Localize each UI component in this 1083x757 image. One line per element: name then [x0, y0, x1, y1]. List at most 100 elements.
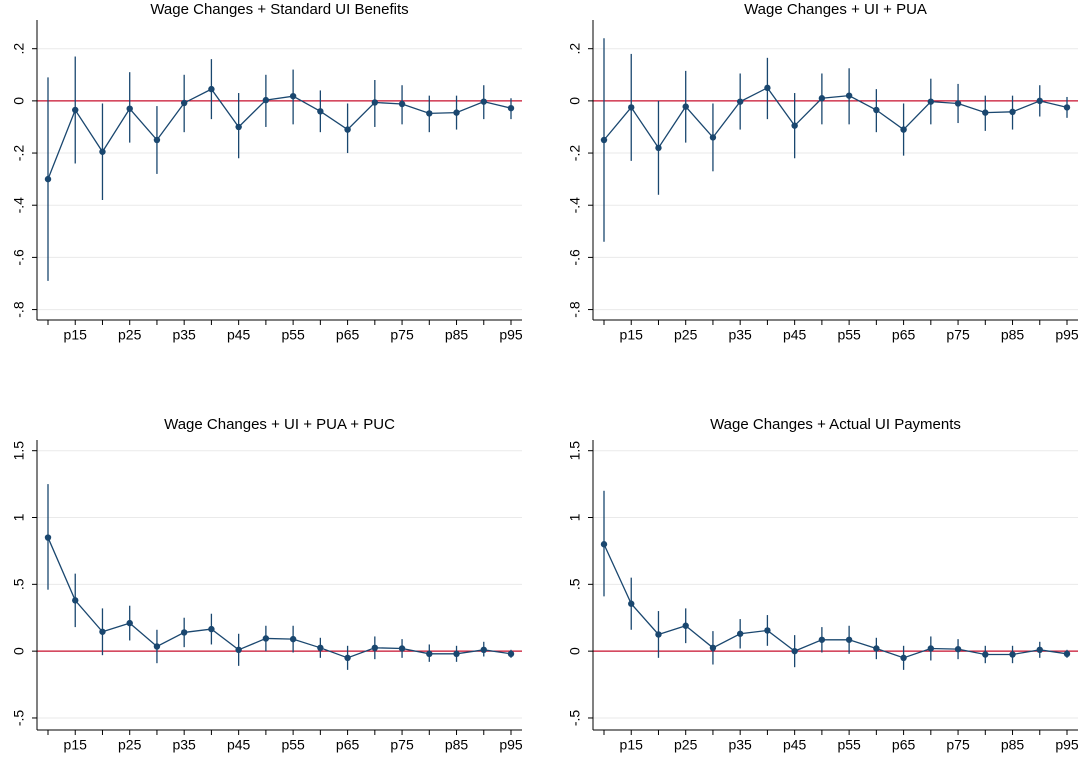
y-tick-label: 1.5 — [567, 441, 583, 461]
point — [289, 635, 297, 643]
point — [954, 645, 962, 653]
point — [1036, 97, 1043, 105]
x-tick-label: p95 — [499, 327, 523, 343]
y-tick-label: 1 — [11, 513, 27, 521]
x-tick-label: p45 — [227, 327, 251, 343]
point — [453, 650, 460, 658]
point — [982, 109, 989, 116]
y-tick-label: -.8 — [567, 301, 583, 318]
y-tick-label: -.5 — [11, 710, 27, 727]
point — [927, 645, 935, 652]
y-tick-label: .5 — [567, 578, 583, 590]
point — [736, 630, 744, 637]
point — [845, 92, 853, 99]
point — [1009, 108, 1016, 116]
point — [873, 645, 880, 652]
y-tick-label: 0 — [567, 97, 583, 105]
x-tick-label: p75 — [946, 737, 970, 753]
y-tick-label: -.6 — [11, 249, 27, 266]
point — [507, 104, 515, 112]
point — [72, 597, 79, 604]
point — [262, 96, 270, 104]
y-tick-label: .2 — [11, 43, 27, 55]
point — [1063, 104, 1071, 111]
point — [628, 600, 635, 607]
x-tick-label: p85 — [445, 327, 469, 343]
point — [180, 99, 188, 107]
point — [72, 106, 79, 114]
point — [99, 628, 106, 635]
x-tick-label: p45 — [783, 737, 807, 753]
point — [818, 95, 826, 102]
x-tick-label: p35 — [728, 327, 752, 343]
x-tick-label: p35 — [172, 327, 196, 343]
x-tick-label: p15 — [620, 327, 644, 343]
x-tick-label: p65 — [336, 327, 360, 343]
point — [736, 98, 744, 105]
panel: Wage Changes + Actual UI Payments -.5 0 .5 1… — [567, 416, 1079, 753]
point — [709, 644, 717, 652]
panel: Wage Changes + Standard UI Benefits -.8 -.… — [11, 1, 523, 343]
y-tick-label: -.4 — [567, 197, 583, 214]
series-line — [603, 86, 1068, 149]
x-tick-label: p35 — [728, 737, 752, 753]
point — [126, 619, 133, 627]
y-tick-label: 1.5 — [11, 441, 27, 461]
y-tick-label: 0 — [11, 647, 27, 655]
point — [398, 100, 406, 108]
point — [1036, 646, 1043, 654]
point — [982, 651, 989, 658]
point — [480, 98, 487, 105]
x-tick-label: p45 — [227, 737, 251, 753]
point — [235, 646, 242, 654]
series-line — [47, 88, 512, 180]
x-tick-label: p15 — [64, 737, 88, 753]
x-tick-label: p85 — [1001, 737, 1025, 753]
point — [99, 148, 106, 155]
point — [344, 126, 351, 133]
point — [208, 85, 215, 93]
x-tick-label: p45 — [783, 327, 807, 343]
x-tick-label: p15 — [64, 327, 88, 343]
x-tick-label: p85 — [1001, 327, 1025, 343]
point — [480, 646, 487, 654]
point — [628, 104, 635, 111]
y-tick-label: -.5 — [567, 710, 583, 727]
point — [44, 175, 52, 183]
y-tick-label: 0 — [11, 97, 27, 105]
point — [764, 84, 771, 92]
x-tick-label: p75 — [390, 327, 414, 343]
point — [153, 136, 161, 144]
x-tick-label: p25 — [118, 737, 142, 753]
point — [791, 647, 798, 655]
point — [873, 106, 880, 114]
panel-title: Wage Changes + UI + PUA — [744, 1, 927, 18]
point — [426, 650, 433, 658]
x-tick-label: p95 — [1055, 327, 1079, 343]
point — [208, 625, 215, 633]
x-tick-label: p75 — [946, 327, 970, 343]
point — [600, 136, 608, 144]
point — [262, 635, 270, 642]
point — [682, 622, 689, 629]
panel-title: Wage Changes + Standard UI Benefits — [150, 1, 408, 18]
point — [371, 644, 379, 652]
point — [927, 98, 935, 105]
point — [655, 144, 662, 152]
point — [153, 643, 161, 650]
point — [507, 650, 515, 658]
y-tick-label: 0 — [567, 647, 583, 655]
x-tick-label: p25 — [674, 737, 698, 753]
x-tick-label: p55 — [837, 327, 861, 343]
point — [1009, 651, 1016, 658]
series-line — [47, 537, 512, 659]
point — [900, 654, 907, 662]
x-tick-label: p35 — [172, 737, 196, 753]
x-tick-label: p55 — [281, 737, 305, 753]
point — [900, 126, 907, 133]
point — [398, 645, 406, 652]
point — [845, 636, 853, 643]
x-tick-label: p55 — [281, 327, 305, 343]
point — [371, 99, 379, 106]
y-tick-label: .2 — [567, 43, 583, 55]
